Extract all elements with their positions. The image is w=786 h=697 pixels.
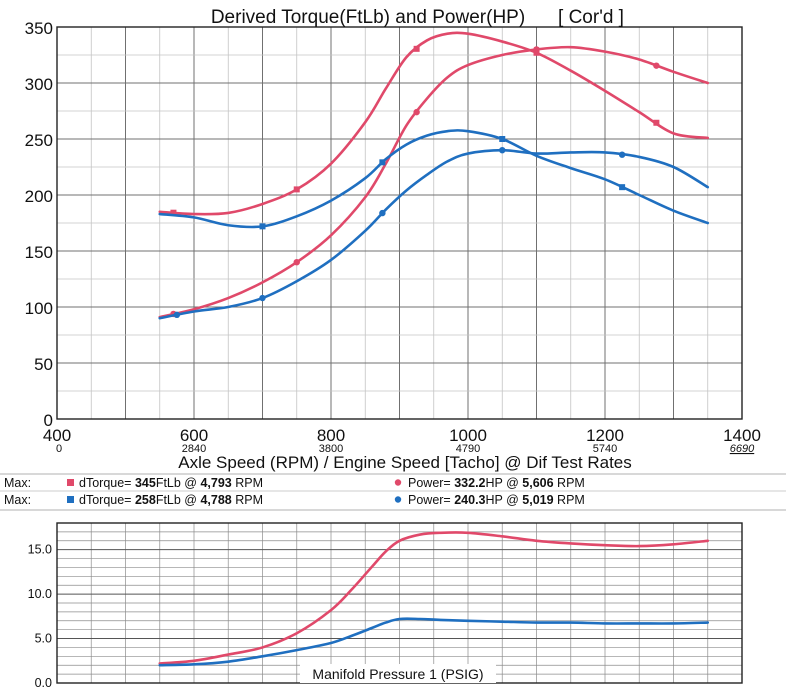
pressure-y-tick-label: 0.0	[35, 676, 52, 690]
series-marker-dot	[618, 151, 626, 158]
summary-power-text: Power= 240.3HP @ 5,019 RPM	[408, 493, 585, 507]
series-marker-dot	[413, 108, 420, 116]
series-marker-square	[619, 184, 626, 191]
summary-power-unit: HP @	[486, 476, 523, 490]
series-marker-square	[379, 159, 386, 166]
y-tick-label: 200	[25, 187, 53, 206]
summary-power-rpm: 5,019	[522, 493, 553, 507]
plot-frame	[56, 26, 743, 420]
series-marker-dot	[259, 294, 266, 302]
engine-rpm-tick-label: 0	[56, 443, 62, 455]
pressure-y-tick-label: 10.0	[28, 587, 52, 601]
series-marker-square	[499, 136, 506, 142]
series-marker-square	[259, 223, 266, 230]
summary-torque-label: dTorque=	[79, 476, 135, 490]
engine-rpm-tick-label: 3800	[319, 443, 343, 455]
summary-torque-label: dTorque=	[79, 493, 135, 507]
series-marker-dot	[379, 209, 386, 217]
series-marker-dot	[533, 46, 540, 53]
engine-rpm-tick-label: 2840	[182, 443, 206, 455]
pressure-chart-title: Manifold Pressure 1 (PSIG)	[312, 666, 483, 682]
summary-power-label: Power=	[408, 476, 454, 490]
pressure-title-backdrop	[300, 664, 496, 683]
x-tick-label: 1200	[586, 426, 624, 445]
summary-torque-rpm-unit: RPM	[232, 493, 263, 507]
summary-torque-text: dTorque= 258FtLb @ 4,788 RPM	[79, 493, 263, 507]
x-tick-label: 400	[43, 426, 71, 445]
summary-power-label: Power=	[408, 493, 454, 507]
y-tick-label: 150	[25, 243, 53, 262]
x-tick-label: 800	[317, 426, 345, 445]
torque-legend-marker	[67, 479, 74, 486]
y-tick-label: 100	[25, 299, 53, 318]
summary-torque-rpm-unit: RPM	[232, 476, 263, 490]
summary-torque-rpm: 4,788	[200, 493, 231, 507]
series-marker-dot	[173, 311, 181, 319]
series-marker-square	[293, 186, 300, 193]
engine-rpm-tick-label: 6690	[730, 443, 755, 455]
series-marker-square	[170, 209, 177, 216]
series-marker-square	[413, 45, 420, 52]
series-marker-square	[653, 119, 660, 126]
y-tick-label: 250	[25, 131, 53, 150]
summary-torque-unit: FtLb @	[156, 493, 201, 507]
series-marker-square	[533, 49, 540, 56]
summary-max-label: Max:	[4, 476, 31, 490]
summary-power-unit: HP @	[486, 493, 523, 507]
series-marker-dot	[499, 147, 506, 154]
y-tick-label: 350	[25, 19, 53, 38]
summary-power-rpm: 5,606	[522, 476, 553, 490]
summary-power-rpm-unit: RPM	[554, 476, 585, 490]
chart-title-note: [ Cor'd ]	[558, 7, 624, 28]
x-tick-label: 1000	[449, 426, 487, 445]
series-line-1	[158, 31, 710, 216]
pressure-series-line-1	[158, 531, 710, 665]
x-axis-label: Axle Speed (RPM) / Engine Speed [Tacho] …	[178, 453, 632, 472]
torque-legend-marker	[67, 496, 74, 503]
summary-torque-rpm: 4,793	[200, 476, 231, 490]
power-legend-marker	[394, 496, 402, 503]
summary-torque-unit: FtLb @	[156, 476, 201, 490]
summary-power-text: Power= 332.2HP @ 5,606 RPM	[408, 476, 585, 490]
summary-power-value: 332.2	[454, 476, 485, 490]
engine-rpm-tick-label: 5740	[593, 443, 617, 455]
summary-power-value: 240.3	[454, 493, 485, 507]
summary-torque-text: dTorque= 345FtLb @ 4,793 RPM	[79, 476, 263, 490]
y-tick-label: 50	[34, 355, 53, 374]
pressure-y-tick-label: 15.0	[28, 543, 52, 557]
summary-torque-value: 345	[135, 476, 156, 490]
series-marker-dot	[653, 62, 660, 69]
series-marker-dot	[293, 259, 300, 266]
pressure-y-tick-label: 5.0	[35, 632, 52, 646]
summary-max-label: Max:	[4, 493, 31, 507]
y-tick-label: 300	[25, 75, 53, 94]
series-line-2	[158, 45, 710, 319]
pressure-series-line-2	[158, 617, 710, 667]
x-tick-label: 600	[180, 426, 208, 445]
summary-power-rpm-unit: RPM	[554, 493, 585, 507]
power-legend-marker	[394, 479, 402, 486]
x-tick-label: 1400	[723, 426, 761, 445]
engine-rpm-tick-label: 4790	[456, 443, 480, 455]
chart-title: Derived Torque(FtLb) and Power(HP)	[211, 7, 525, 28]
summary-torque-value: 258	[135, 493, 156, 507]
y-tick-label: 0	[44, 411, 53, 430]
